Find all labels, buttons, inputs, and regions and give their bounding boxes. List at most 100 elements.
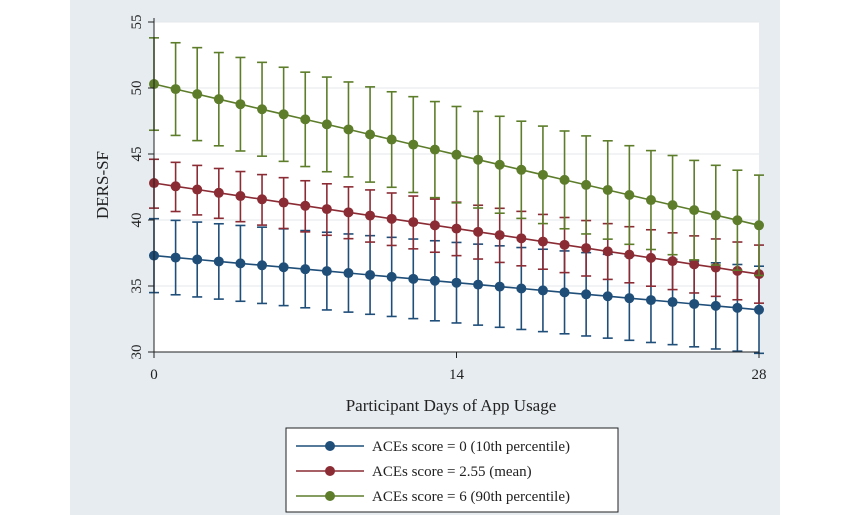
series-1-point-25 xyxy=(689,259,700,270)
series-1-point-13 xyxy=(429,220,440,231)
series-0-point-27 xyxy=(732,302,743,313)
series-0-point-8 xyxy=(321,266,332,277)
series-1-point-3 xyxy=(213,187,224,198)
series-2-point-24 xyxy=(667,200,678,211)
series-2-point-16 xyxy=(494,159,505,170)
series-2-point-22 xyxy=(624,190,635,201)
legend: ACEs score = 0 (10th percentile) ACEs sco… xyxy=(285,427,619,513)
series-2-point-21 xyxy=(602,184,613,195)
series-2-point-3 xyxy=(213,94,224,105)
series-1-point-19 xyxy=(559,239,570,250)
legend-box xyxy=(285,427,619,513)
series-2-point-27 xyxy=(732,215,743,226)
series-2-point-23 xyxy=(645,195,656,206)
series-0-point-5 xyxy=(257,260,268,271)
series-2-point-14 xyxy=(451,149,462,160)
y-tick-label-45: 45 xyxy=(129,147,145,162)
series-2-point-25 xyxy=(689,205,700,216)
series-2-point-12 xyxy=(408,139,419,150)
legend-items: ACEs score = 0 (10th percentile) ACEs sco… xyxy=(296,439,570,505)
series-0-point-10 xyxy=(365,269,376,280)
series-0-point-1 xyxy=(170,252,181,263)
series-1-point-4 xyxy=(235,191,246,202)
series-1-point-17 xyxy=(516,233,527,244)
y-axis-title: DERS-SF xyxy=(93,151,112,219)
series-0-point-16 xyxy=(494,281,505,292)
series-0-point-14 xyxy=(451,277,462,288)
series-2-point-28 xyxy=(754,220,764,231)
series-1-point-1 xyxy=(170,181,181,192)
chart-figure: 30 35 40 45 50 55 0 14 28 Participant Days of Ap… xyxy=(70,0,780,515)
y-tick-label-30: 30 xyxy=(129,345,145,360)
series-2-point-15 xyxy=(473,154,484,165)
series-1-point-9 xyxy=(343,207,354,218)
series-0-point-23 xyxy=(645,295,656,306)
series-2-point-7 xyxy=(300,114,311,125)
series-2-point-17 xyxy=(516,164,527,175)
series-0-point-6 xyxy=(278,262,289,273)
series-1-point-6 xyxy=(278,197,289,208)
legend-label-1: ACEs score = 2.55 (mean) xyxy=(372,464,532,480)
series-0-point-12 xyxy=(408,273,419,284)
legend-label-0: ACEs score = 0 (10th percentile) xyxy=(372,439,570,455)
legend-marker-2 xyxy=(325,491,335,501)
series-0-point-26 xyxy=(710,300,721,311)
series-1-point-22 xyxy=(624,249,635,260)
series-2-point-1 xyxy=(170,84,181,95)
series-0-point-21 xyxy=(602,291,613,302)
series-1-point-12 xyxy=(408,217,419,228)
series-2-point-19 xyxy=(559,174,570,185)
series-1-point-14 xyxy=(451,223,462,234)
series-1-point-16 xyxy=(494,230,505,241)
series-1-point-11 xyxy=(386,213,397,224)
series-0-point-28 xyxy=(754,304,764,315)
series-2-point-20 xyxy=(581,179,592,190)
series-0-point-2 xyxy=(192,254,203,265)
series-0 xyxy=(149,217,764,355)
series-2-point-10 xyxy=(365,129,376,140)
y-tick-label-55: 55 xyxy=(129,15,145,30)
x-tick-label-14: 14 xyxy=(449,367,465,383)
series-0-point-24 xyxy=(667,297,678,308)
y-tick-label-40: 40 xyxy=(129,213,145,228)
series-2-point-11 xyxy=(386,134,397,145)
series-0-point-25 xyxy=(689,298,700,309)
series-0-point-18 xyxy=(537,285,548,296)
series-1-point-21 xyxy=(602,246,613,257)
series-2-point-4 xyxy=(235,99,246,110)
series-2 xyxy=(149,37,764,277)
axes: 30 35 40 45 50 55 0 14 28 xyxy=(129,15,767,384)
series-0-point-11 xyxy=(386,271,397,282)
y-tick-label-35: 35 xyxy=(129,279,145,294)
series-1 xyxy=(149,158,764,304)
series-0-point-15 xyxy=(473,279,484,290)
series-2-point-6 xyxy=(278,109,289,120)
legend-marker-0 xyxy=(325,441,335,451)
series-0-point-17 xyxy=(516,283,527,294)
legend-marker-1 xyxy=(325,466,335,476)
ders-sf-line-chart: 30 35 40 45 50 55 0 14 28 Participant Days of Ap… xyxy=(93,15,767,513)
series-0-point-7 xyxy=(300,264,311,275)
series-1-point-5 xyxy=(257,194,268,205)
series-0-point-19 xyxy=(559,287,570,298)
y-tick-label-50: 50 xyxy=(129,81,145,96)
series-1-point-18 xyxy=(537,236,548,247)
series-0-point-20 xyxy=(581,289,592,300)
series-0-point-3 xyxy=(213,256,224,267)
series-2-point-9 xyxy=(343,124,354,135)
series-layer xyxy=(149,37,764,355)
series-1-point-10 xyxy=(365,210,376,221)
series-2-point-8 xyxy=(321,119,332,130)
series-1-point-24 xyxy=(667,256,678,267)
series-2-point-26 xyxy=(710,210,721,221)
series-1-point-2 xyxy=(192,184,203,195)
series-0-point-9 xyxy=(343,268,354,279)
x-tick-label-28: 28 xyxy=(752,367,767,383)
series-1-point-15 xyxy=(473,226,484,237)
series-0-point-4 xyxy=(235,258,246,269)
series-2-point-13 xyxy=(429,144,440,155)
series-0-point-13 xyxy=(429,275,440,286)
legend-label-2: ACEs score = 6 (90th percentile) xyxy=(372,489,570,505)
series-1-point-23 xyxy=(645,252,656,263)
x-axis-title: Participant Days of App Usage xyxy=(346,396,557,415)
